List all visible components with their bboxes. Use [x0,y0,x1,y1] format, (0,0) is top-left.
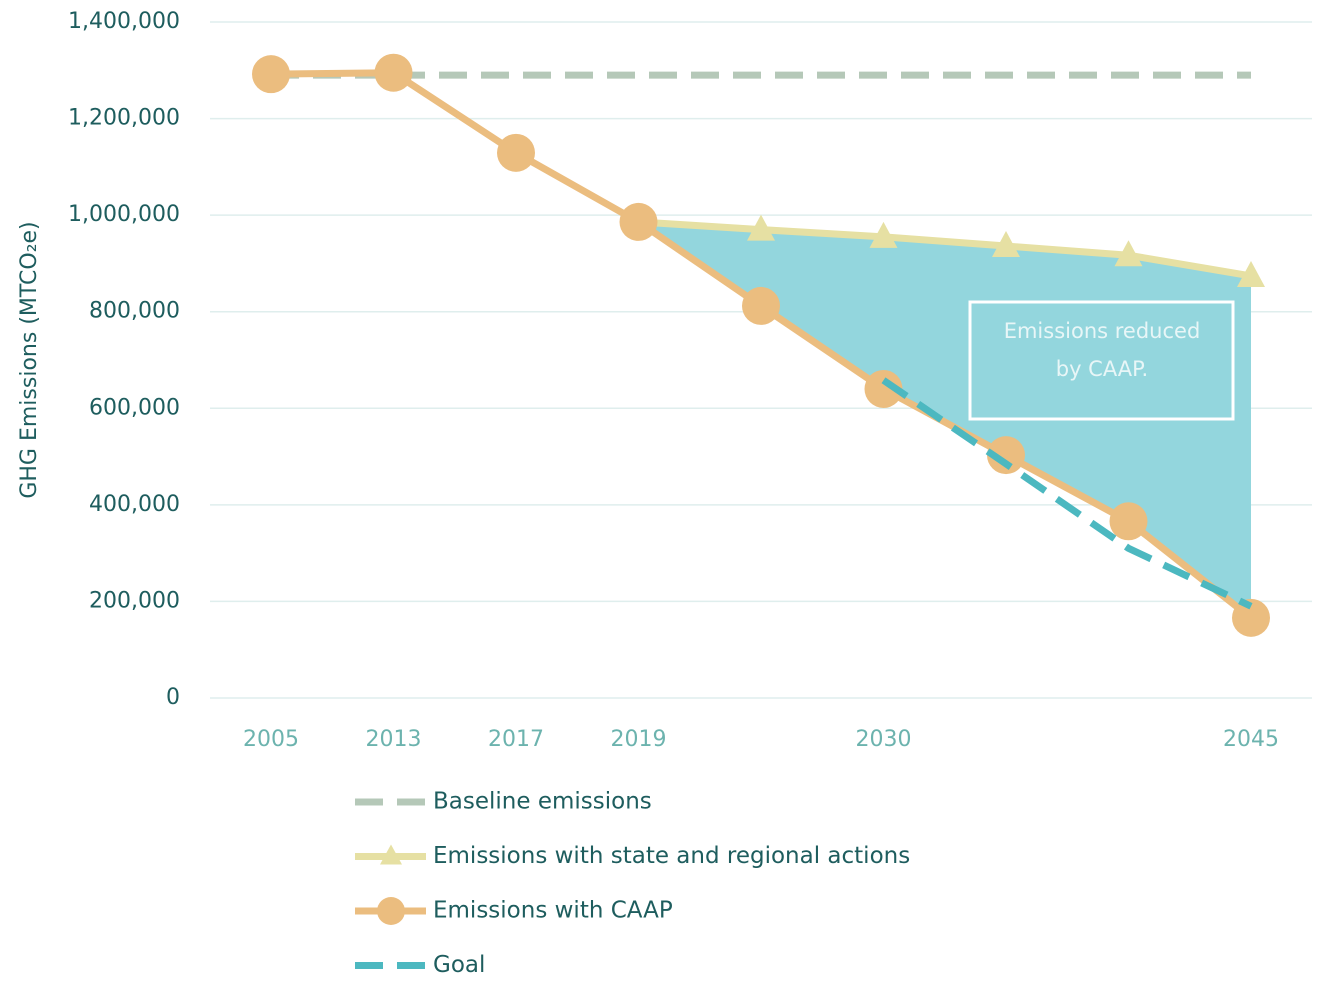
data-point [1232,598,1270,637]
data-point [987,436,1025,475]
y-tick-label: 1,000,000 [68,202,180,227]
y-tick-label: 600,000 [89,395,180,420]
annotation-text: Emissions reduced [1004,319,1201,343]
x-tick-label: 2017 [488,727,544,752]
x-tick-label: 2019 [611,727,667,752]
legend-marker [380,844,402,865]
data-point [497,133,535,172]
legend-item: Emissions with CAAP [355,897,673,925]
y-tick-label: 200,000 [89,588,180,613]
legend-item: Baseline emissions [355,789,652,815]
legend-marker [377,897,405,925]
y-tick-label: 400,000 [89,492,180,517]
y-axis-label: GHG Emissions (MTCO₂e) [17,221,42,498]
y-tick-label: 1,400,000 [68,9,180,34]
y-tick-label: 800,000 [89,299,180,324]
x-tick-label: 2013 [366,727,422,752]
x-tick-label: 2045 [1223,727,1279,752]
data-point [252,55,290,94]
data-point [869,221,898,248]
x-tick-label: 2030 [856,727,912,752]
data-point [1109,502,1148,541]
data-point [747,214,775,241]
legend-label: Emissions with CAAP [433,898,673,924]
data-point [1237,260,1265,287]
data-point [1114,240,1143,267]
series-line [638,218,1252,280]
y-tick-label: 0 [166,685,180,710]
x-tick-label: 2005 [243,727,299,752]
data-point [374,53,413,92]
legend-item: Emissions with state and regional action… [355,843,910,869]
data-point [619,202,658,241]
legend-label: Goal [433,952,485,978]
data-point [742,286,780,325]
legend-label: Baseline emissions [433,789,652,815]
legend-label: Emissions with state and regional action… [433,843,910,869]
data-point [992,231,1020,258]
data-point [864,369,903,408]
annotation-box [968,300,1235,421]
annotation-text: by CAAP. [1056,357,1148,381]
y-tick-label: 1,200,000 [68,106,180,131]
series-line [881,377,1253,610]
legend-item: Goal [355,952,485,978]
